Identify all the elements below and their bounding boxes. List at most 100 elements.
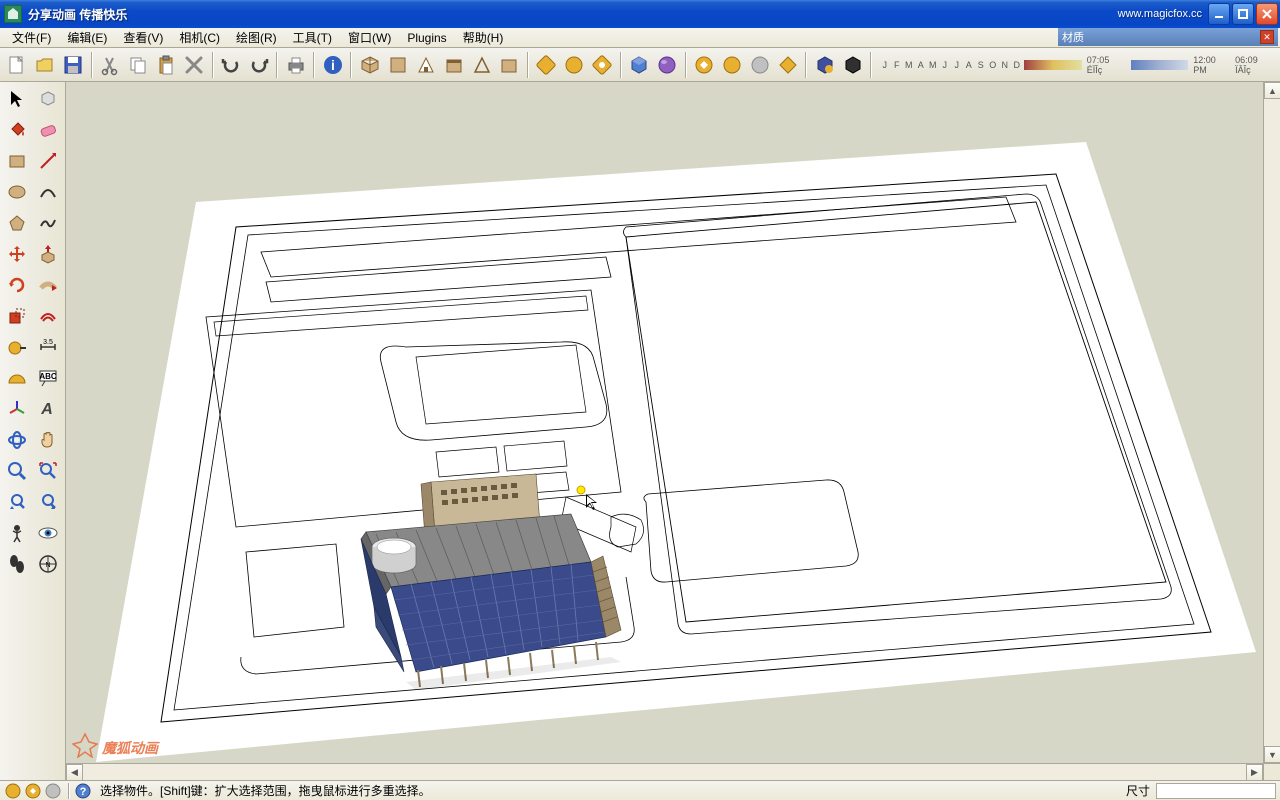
- dimension-label: 尺寸: [1126, 782, 1150, 799]
- component-button-2[interactable]: [839, 51, 866, 79]
- pan-tool[interactable]: [33, 425, 63, 455]
- status-icon-1[interactable]: [4, 782, 22, 800]
- arc-tool[interactable]: [33, 177, 63, 207]
- gray-sphere-button[interactable]: [747, 51, 774, 79]
- redo-button[interactable]: [246, 51, 273, 79]
- gold-tool-3[interactable]: [589, 51, 616, 79]
- tape-tool[interactable]: [2, 332, 32, 362]
- gold-tool-2[interactable]: [561, 51, 588, 79]
- menu-file[interactable]: 文件(F): [4, 27, 59, 48]
- back-view-button[interactable]: [468, 51, 495, 79]
- horizontal-scrollbar[interactable]: ◀ ▶: [66, 763, 1263, 780]
- freehand-tool[interactable]: [33, 208, 63, 238]
- print-button[interactable]: [282, 51, 309, 79]
- polygon-tool[interactable]: [2, 208, 32, 238]
- paint-bucket-tool[interactable]: [2, 115, 32, 145]
- front-view-button[interactable]: [412, 51, 439, 79]
- blue-cube-button[interactable]: [626, 51, 653, 79]
- vertical-scrollbar[interactable]: ▲ ▼: [1263, 82, 1280, 763]
- menu-plugins[interactable]: Plugins: [399, 29, 454, 47]
- right-view-button[interactable]: [440, 51, 467, 79]
- cut-button[interactable]: [97, 51, 124, 79]
- component-tool[interactable]: [33, 84, 63, 114]
- status-icon-3[interactable]: [44, 782, 62, 800]
- text-tool[interactable]: ABC: [33, 363, 63, 393]
- scroll-down-icon[interactable]: ▼: [1264, 746, 1280, 763]
- materials-close-icon[interactable]: ✕: [1260, 30, 1274, 44]
- previous-view-tool[interactable]: [2, 487, 32, 517]
- position-camera-tool[interactable]: [2, 518, 32, 548]
- eraser-tool[interactable]: [33, 115, 63, 145]
- scroll-left-icon[interactable]: ◀: [66, 764, 83, 780]
- move-tool[interactable]: [2, 239, 32, 269]
- offset-tool[interactable]: [33, 301, 63, 331]
- dimension-input[interactable]: [1156, 783, 1276, 799]
- gold-diamond-button[interactable]: [774, 51, 801, 79]
- copy-button[interactable]: [125, 51, 152, 79]
- gold-tool-4[interactable]: [691, 51, 718, 79]
- dimension-tool[interactable]: 3.5: [33, 332, 63, 362]
- app-icon: [4, 5, 22, 23]
- time-label-1: 07:05 ÉÏÎç: [1087, 55, 1126, 75]
- zoom-extents-tool[interactable]: [33, 456, 63, 486]
- rotate-tool[interactable]: [2, 270, 32, 300]
- window-url: www.magicfox.cc: [1118, 8, 1202, 20]
- menu-tools[interactable]: 工具(T): [285, 27, 340, 48]
- menu-edit[interactable]: 编辑(E): [59, 27, 115, 48]
- rectangle-tool[interactable]: [2, 146, 32, 176]
- help-icon[interactable]: ?: [74, 782, 92, 800]
- line-tool[interactable]: [33, 146, 63, 176]
- circle-tool[interactable]: [2, 177, 32, 207]
- svg-text:i: i: [331, 57, 335, 73]
- menu-view[interactable]: 查看(V): [115, 27, 171, 48]
- menu-camera[interactable]: 相机(C): [171, 27, 228, 48]
- followme-tool[interactable]: [33, 270, 63, 300]
- top-view-button[interactable]: [384, 51, 411, 79]
- select-tool[interactable]: [2, 84, 32, 114]
- next-view-tool[interactable]: [33, 487, 63, 517]
- gold-tool-5[interactable]: [719, 51, 746, 79]
- materials-panel-header[interactable]: 材质 ✕: [1058, 28, 1278, 46]
- menu-bar: 文件(F) 编辑(E) 查看(V) 相机(C) 绘图(R) 工具(T) 窗口(W…: [0, 28, 1280, 48]
- svg-text:N: N: [45, 562, 50, 569]
- menu-help[interactable]: 帮助(H): [455, 27, 512, 48]
- iso-view-button[interactable]: [356, 51, 383, 79]
- save-button[interactable]: [60, 51, 87, 79]
- menu-window[interactable]: 窗口(W): [340, 27, 399, 48]
- viewport-3d[interactable]: ▲ ▼ ◀ ▶ 魔狐动画: [66, 82, 1280, 780]
- new-file-button[interactable]: [4, 51, 31, 79]
- minimize-button[interactable]: [1208, 3, 1230, 25]
- pushpull-tool[interactable]: [33, 239, 63, 269]
- walk-tool[interactable]: [2, 549, 32, 579]
- section-tool[interactable]: N: [33, 549, 63, 579]
- menu-draw[interactable]: 绘图(R): [228, 27, 285, 48]
- date-slider[interactable]: [1024, 60, 1082, 70]
- scroll-corner: [1263, 763, 1280, 780]
- undo-button[interactable]: [218, 51, 245, 79]
- scroll-right-icon[interactable]: ▶: [1246, 764, 1263, 780]
- gold-tool-1[interactable]: [533, 51, 560, 79]
- close-button[interactable]: [1256, 3, 1278, 25]
- maximize-button[interactable]: [1232, 3, 1254, 25]
- protractor-tool[interactable]: [2, 363, 32, 393]
- time-label-2: 12:00 PM: [1193, 55, 1230, 75]
- orbit-tool[interactable]: [2, 425, 32, 455]
- info-button[interactable]: i: [319, 51, 346, 79]
- component-button-1[interactable]: [811, 51, 838, 79]
- left-view-button[interactable]: [496, 51, 523, 79]
- delete-button[interactable]: [181, 51, 208, 79]
- zoom-tool[interactable]: [2, 456, 32, 486]
- open-file-button[interactable]: [32, 51, 59, 79]
- svg-text:?: ?: [80, 786, 87, 798]
- scale-tool[interactable]: [2, 301, 32, 331]
- month-strip[interactable]: JFMAMJJASOND: [880, 60, 1021, 70]
- status-icon-2[interactable]: [24, 782, 42, 800]
- scroll-up-icon[interactable]: ▲: [1264, 82, 1280, 99]
- 3d-text-tool[interactable]: A: [33, 394, 63, 424]
- paste-button[interactable]: [153, 51, 180, 79]
- time-slider[interactable]: [1131, 60, 1189, 70]
- purple-sphere-button[interactable]: [654, 51, 681, 79]
- axes-tool[interactable]: [2, 394, 32, 424]
- look-around-tool[interactable]: [33, 518, 63, 548]
- scene-canvas: [66, 82, 1280, 780]
